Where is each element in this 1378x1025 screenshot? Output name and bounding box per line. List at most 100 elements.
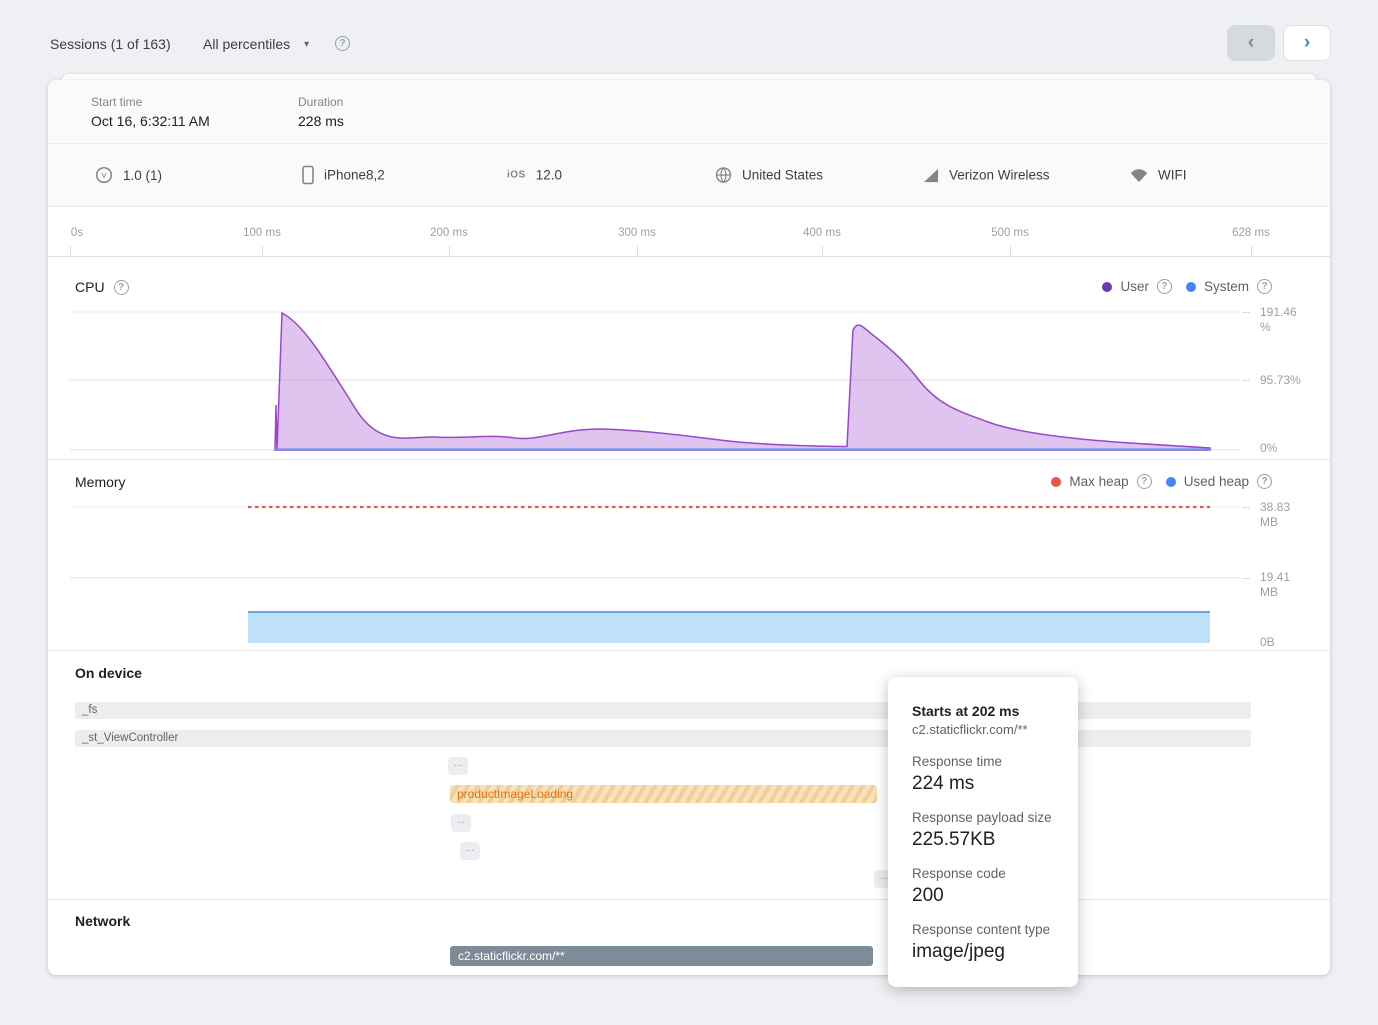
tooltip-response-time: Response time 224 ms <box>912 754 1054 795</box>
help-icon[interactable]: ? <box>1137 474 1152 489</box>
help-icon[interactable]: ? <box>1257 279 1272 294</box>
tooltip-field-label: Response code <box>912 866 1054 881</box>
tooltip-field-value: 224 ms <box>912 773 1054 795</box>
network-request-bar[interactable]: c2.staticflickr.com/** <box>450 946 873 966</box>
trace-fs-label: _fs <box>82 704 97 716</box>
next-session-button[interactable]: › <box>1283 25 1331 61</box>
memory-title: Memory <box>75 474 126 490</box>
help-icon[interactable]: ? <box>114 280 129 295</box>
sessions-count-label: Sessions (1 of 163) <box>50 36 171 52</box>
wifi-icon <box>1130 168 1148 182</box>
timeline-tick-mark <box>822 246 823 257</box>
connection-item: WIFI <box>1130 168 1187 183</box>
system-legend-dot <box>1186 282 1196 292</box>
device-model-item: iPhone8,2 <box>302 166 385 185</box>
country-item: United States <box>715 167 823 184</box>
collapsed-trace-chip[interactable]: ... <box>448 757 468 775</box>
timeline-tick-mark <box>70 246 71 257</box>
globe-icon <box>715 167 732 184</box>
timeline-ruler[interactable]: 0s 100 ms 200 ms 300 ms 400 ms 500 ms 62… <box>48 207 1330 257</box>
cpu-chart[interactable] <box>70 305 1240 455</box>
app-version-value: 1.0 (1) <box>123 168 162 183</box>
duration-label: Duration <box>298 95 344 109</box>
cpu-user-area <box>275 313 1210 450</box>
carrier-item: Verizon Wireless <box>922 168 1050 183</box>
user-legend-label: User <box>1120 279 1149 294</box>
timeline-tick-label: 0s <box>71 227 83 239</box>
timeline-tick-mark <box>1251 246 1252 257</box>
collapsed-trace-chip[interactable]: ... <box>460 842 480 860</box>
ios-icon: iOS <box>507 170 526 181</box>
trace-bar-product-image-loading[interactable]: productImageLoading <box>450 785 877 803</box>
used-heap-legend-label: Used heap <box>1184 474 1249 489</box>
memory-chart[interactable] <box>70 500 1240 651</box>
legend-item-user: User ? <box>1102 279 1172 294</box>
tooltip-field-label: Response content type <box>912 922 1054 937</box>
network-section: Network c2.staticflickr.com/** <box>48 900 1330 975</box>
cpu-section-title-row: CPU ? <box>75 279 129 295</box>
timeline-tick-label: 400 ms <box>803 227 841 239</box>
timeline-tick-mark <box>449 246 450 257</box>
device-model-value: iPhone8,2 <box>324 168 385 183</box>
phone-icon <box>302 166 314 185</box>
session-summary-header: Start time Oct 16, 6:32:11 AM Duration 2… <box>48 80 1330 144</box>
memory-section: Memory Max heap ? Used heap ? 38.83 MB 1… <box>48 460 1330 651</box>
signal-icon <box>922 168 939 182</box>
session-detail-card: Start time Oct 16, 6:32:11 AM Duration 2… <box>48 80 1330 975</box>
timeline-tick-label: 100 ms <box>243 227 281 239</box>
memory-yaxis-zero: 0B <box>1260 635 1306 650</box>
duration-value: 228 ms <box>298 113 344 129</box>
tooltip-field-label: Response payload size <box>912 810 1054 825</box>
tooltip-response-payload-size: Response payload size 225.57KB <box>912 810 1054 851</box>
timeline-tick-mark <box>1010 246 1011 257</box>
previous-session-button[interactable]: ‹ <box>1227 25 1275 61</box>
cpu-section: CPU ? User ? System ? 191.46 % 95.73 <box>48 257 1330 460</box>
cpu-yaxis-max: 191.46 % <box>1260 305 1306 335</box>
start-time-value: Oct 16, 6:32:11 AM <box>91 113 210 129</box>
help-icon[interactable]: ? <box>1157 279 1172 294</box>
legend-item-system: System ? <box>1186 279 1272 294</box>
tooltip-field-value: image/jpeg <box>912 941 1054 963</box>
tooltip-starts-at: Starts at 202 ms <box>912 703 1054 719</box>
network-request-label: c2.staticflickr.com/** <box>458 949 565 963</box>
start-time-label: Start time <box>91 95 210 109</box>
trace-product-image-label: productImageLoading <box>457 787 573 801</box>
cpu-ytick-dash <box>1242 380 1250 381</box>
user-legend-dot <box>1102 282 1112 292</box>
os-version-value: 12.0 <box>536 168 562 183</box>
cpu-yaxis-mid: 95.73% <box>1260 373 1306 388</box>
help-icon[interactable]: ? <box>335 36 350 51</box>
max-heap-legend-label: Max heap <box>1069 474 1128 489</box>
on-device-section: On device _fs _st_ViewController ... pro… <box>48 651 1330 900</box>
start-time-block: Start time Oct 16, 6:32:11 AM <box>91 95 210 129</box>
cpu-legend: User ? System ? <box>1102 279 1272 294</box>
system-legend-label: System <box>1204 279 1249 294</box>
tooltip-url: c2.staticflickr.com/** <box>912 722 1054 737</box>
percentile-dropdown-label: All percentiles <box>203 36 290 52</box>
app-version-icon: v <box>95 166 113 184</box>
help-icon[interactable]: ? <box>1257 474 1272 489</box>
legend-item-used-heap: Used heap ? <box>1166 474 1272 489</box>
tooltip-field-value: 200 <box>912 885 1054 907</box>
country-value: United States <box>742 168 823 183</box>
app-version-item: v 1.0 (1) <box>95 166 162 184</box>
tooltip-response-content-type: Response content type image/jpeg <box>912 922 1054 963</box>
os-version-item: iOS 12.0 <box>507 168 562 183</box>
memory-ytick-dash <box>1242 578 1250 579</box>
svg-text:v: v <box>102 170 107 180</box>
timeline-tick-label: 200 ms <box>430 227 468 239</box>
connection-value: WIFI <box>1158 168 1187 183</box>
carrier-value: Verizon Wireless <box>949 168 1050 183</box>
cpu-ytick-dash <box>1242 312 1250 313</box>
tooltip-field-label: Response time <box>912 754 1054 769</box>
max-heap-legend-dot <box>1051 477 1061 487</box>
memory-yaxis-max: 38.83 MB <box>1260 500 1306 530</box>
used-heap-area <box>248 612 1210 643</box>
timeline-tick-label: 300 ms <box>618 227 656 239</box>
collapsed-trace-chip[interactable]: ... <box>451 814 471 832</box>
percentile-dropdown[interactable]: All percentiles ▾ <box>203 36 309 52</box>
memory-yaxis-mid: 19.41 MB <box>1260 570 1306 600</box>
trace-view-controller-label: _st_ViewController <box>82 732 178 744</box>
used-heap-legend-dot <box>1166 477 1176 487</box>
timeline-tick-mark <box>637 246 638 257</box>
